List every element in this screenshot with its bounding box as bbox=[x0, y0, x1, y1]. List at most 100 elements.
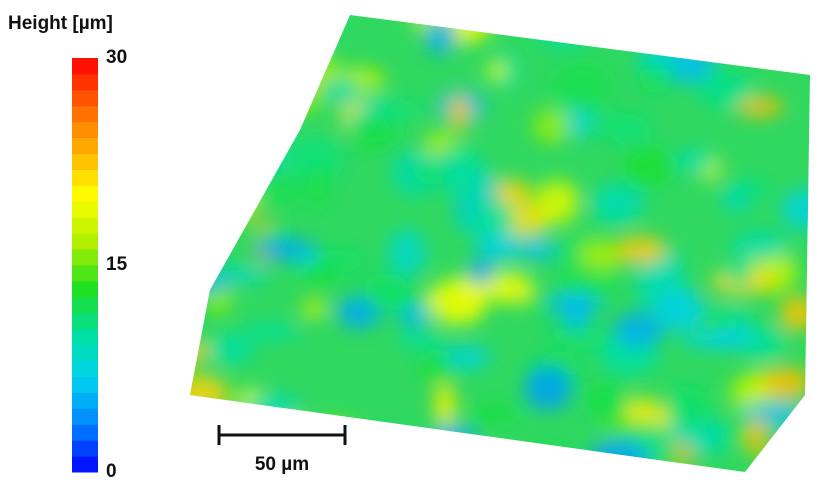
surface-texture bbox=[676, 5, 736, 44]
colorbar-tick-label: 30 bbox=[106, 47, 127, 68]
surface-texture bbox=[622, 147, 672, 187]
surface-texture bbox=[524, 367, 572, 410]
surface-texture bbox=[779, 439, 819, 468]
colorbar-tick-label: 0 bbox=[106, 461, 117, 482]
surface-texture bbox=[726, 257, 753, 286]
surface-texture bbox=[397, 332, 448, 350]
surface-texture bbox=[206, 334, 254, 364]
surface-texture bbox=[399, 304, 430, 328]
surface-texture bbox=[184, 74, 237, 114]
surface-texture bbox=[301, 301, 327, 319]
scale-bar-label: 50 µm bbox=[255, 454, 309, 475]
surface-texture bbox=[293, 250, 317, 267]
surface-texture bbox=[212, 17, 236, 53]
surface-texture bbox=[167, 134, 220, 168]
surface-texture bbox=[271, 17, 334, 48]
surface-texture bbox=[638, 41, 671, 70]
surface-texture bbox=[434, 384, 456, 427]
surface-texture bbox=[161, 154, 223, 191]
surface-texture bbox=[268, 86, 325, 113]
surface-texture bbox=[200, 201, 245, 237]
surface-texture bbox=[388, 229, 426, 276]
surface-texture bbox=[189, 406, 217, 453]
surface-texture bbox=[244, 392, 301, 428]
surface-texture bbox=[534, 444, 567, 461]
colorbar-band bbox=[72, 249, 98, 265]
surface-texture bbox=[518, 238, 557, 260]
colorbar-band bbox=[72, 233, 98, 249]
surface-texture bbox=[697, 71, 754, 108]
surface-texture bbox=[371, 429, 391, 449]
surface-texture bbox=[216, 167, 255, 203]
surface-texture bbox=[652, 9, 716, 32]
surface-texture bbox=[443, 345, 492, 369]
surface-texture bbox=[779, 295, 817, 331]
surface-texture bbox=[461, 198, 515, 238]
surface-texture bbox=[485, 62, 508, 81]
colorbar-band bbox=[72, 345, 98, 361]
surface-texture bbox=[428, 278, 488, 324]
scale-bar bbox=[219, 425, 345, 445]
surface-texture bbox=[614, 312, 664, 347]
colorbar-title: Height [µm] bbox=[8, 13, 113, 34]
surface-texture bbox=[245, 85, 275, 103]
colorbar-tick-label: 15 bbox=[106, 254, 128, 275]
surface-texture bbox=[587, 113, 646, 137]
colorbar-band bbox=[72, 90, 98, 106]
surface-texture bbox=[702, 22, 756, 48]
figure: Height [µm] 0 15 30 50 µm bbox=[0, 0, 819, 485]
colorbar-band bbox=[72, 376, 98, 392]
surface-texture bbox=[377, 100, 425, 119]
surface-texture bbox=[225, 134, 283, 179]
surface-texture bbox=[424, 17, 456, 54]
surface-texture bbox=[616, 236, 667, 264]
surface-texture bbox=[233, 192, 256, 218]
surface-texture bbox=[305, 165, 331, 208]
surface-texture bbox=[351, 115, 398, 149]
surface-texture bbox=[171, 238, 213, 266]
colorbar-band bbox=[72, 58, 98, 74]
colorbar-band bbox=[72, 265, 98, 281]
colorbar-band bbox=[72, 329, 98, 345]
surface-texture bbox=[704, 328, 757, 347]
colorbar-band bbox=[72, 138, 98, 154]
surface-texture bbox=[311, 250, 365, 272]
surface-texture bbox=[534, 13, 593, 49]
surface-texture bbox=[254, 40, 277, 73]
surface-texture bbox=[200, 97, 256, 144]
colorbar-band bbox=[72, 106, 98, 122]
surface-texture bbox=[219, 141, 266, 171]
colorbar-band bbox=[72, 313, 98, 329]
surface-texture bbox=[308, 420, 362, 460]
surface-texture bbox=[253, 39, 317, 62]
surface-texture bbox=[470, 404, 520, 424]
surface-texture bbox=[589, 439, 648, 481]
surface-texture bbox=[442, 163, 496, 200]
surface-texture bbox=[214, 4, 261, 27]
surface-texture bbox=[762, 366, 811, 400]
surface-texture bbox=[746, 417, 768, 457]
surface-texture bbox=[551, 63, 612, 111]
surface-texture bbox=[228, 57, 252, 73]
surface-texture bbox=[429, 425, 478, 467]
colorbar-band bbox=[72, 440, 98, 456]
colorbar-band bbox=[72, 201, 98, 217]
surface-texture bbox=[666, 389, 715, 429]
surface-texture bbox=[244, 418, 294, 457]
surface-texture bbox=[295, 58, 324, 96]
surface-texture bbox=[275, 60, 323, 77]
colorbar-band bbox=[72, 424, 98, 440]
colorbar-band bbox=[72, 297, 98, 313]
colorbar-band bbox=[72, 456, 98, 472]
surface-texture bbox=[210, 266, 271, 283]
surface-texture bbox=[485, 272, 533, 304]
surface-texture bbox=[718, 23, 750, 55]
colorbar-band bbox=[72, 169, 98, 185]
colorbar-band bbox=[72, 217, 98, 233]
surface-texture bbox=[185, 99, 207, 129]
surface-texture bbox=[241, 323, 300, 340]
surface-texture bbox=[448, 94, 471, 130]
surface-texture bbox=[734, 2, 796, 39]
colorbar-band bbox=[72, 281, 98, 297]
surface-texture bbox=[363, 273, 408, 309]
